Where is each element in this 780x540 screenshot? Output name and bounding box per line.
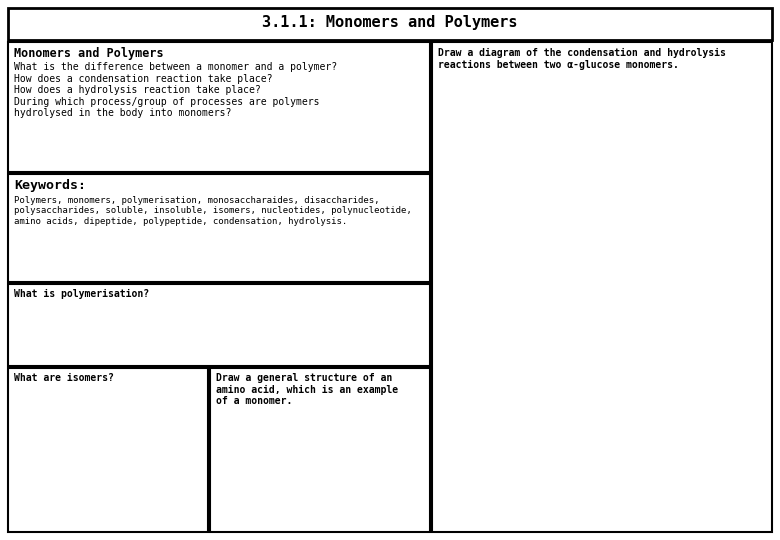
Bar — [8, 8, 772, 40]
Text: 3.1.1: Monomers and Polymers: 3.1.1: Monomers and Polymers — [262, 16, 518, 30]
Bar — [8, 174, 430, 282]
Text: What are isomers?: What are isomers? — [14, 373, 114, 383]
Text: Draw a diagram of the condensation and hydrolysis
reactions between two α-glucos: Draw a diagram of the condensation and h… — [438, 48, 726, 70]
Bar — [8, 368, 208, 532]
Text: Monomers and Polymers: Monomers and Polymers — [14, 47, 164, 60]
Text: Polymers, monomers, polymerisation, monosaccharaides, disaccharides,
polysacchar: Polymers, monomers, polymerisation, mono… — [14, 196, 412, 226]
Text: What is polymerisation?: What is polymerisation? — [14, 289, 149, 299]
Bar — [8, 284, 430, 366]
Bar — [8, 42, 430, 172]
Text: Keywords:: Keywords: — [14, 179, 86, 192]
Bar — [432, 42, 772, 532]
Text: What is the difference between a monomer and a polymer?
How does a condensation : What is the difference between a monomer… — [14, 62, 337, 118]
Text: Draw a general structure of an
amino acid, which is an example
of a monomer.: Draw a general structure of an amino aci… — [216, 373, 398, 406]
Bar — [210, 368, 430, 532]
